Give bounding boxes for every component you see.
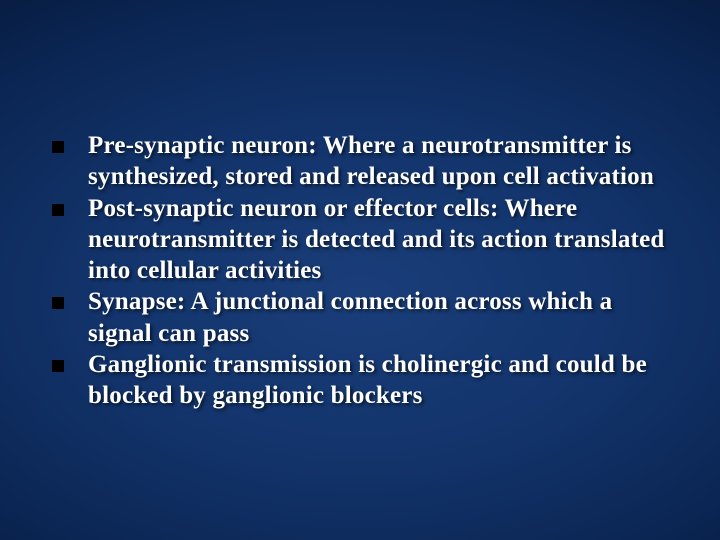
slide-body: Pre-synaptic neuron: Where a neurotransm… [0,0,720,540]
square-bullet-icon [52,360,64,372]
list-item: Synapse: A junctional connection across … [52,286,680,349]
square-bullet-icon [52,297,64,309]
square-bullet-icon [52,204,64,216]
bullet-text: Post-synaptic neuron or effector cells: … [88,193,680,287]
list-item: Ganglionic transmission is cholinergic a… [52,349,680,412]
list-item: Post-synaptic neuron or effector cells: … [52,193,680,287]
bullet-list: Pre-synaptic neuron: Where a neurotransm… [52,130,680,411]
bullet-text: Pre-synaptic neuron: Where a neurotransm… [88,130,680,193]
list-item: Pre-synaptic neuron: Where a neurotransm… [52,130,680,193]
square-bullet-icon [52,141,64,153]
bullet-text: Ganglionic transmission is cholinergic a… [88,349,680,412]
bullet-text: Synapse: A junctional connection across … [88,286,680,349]
